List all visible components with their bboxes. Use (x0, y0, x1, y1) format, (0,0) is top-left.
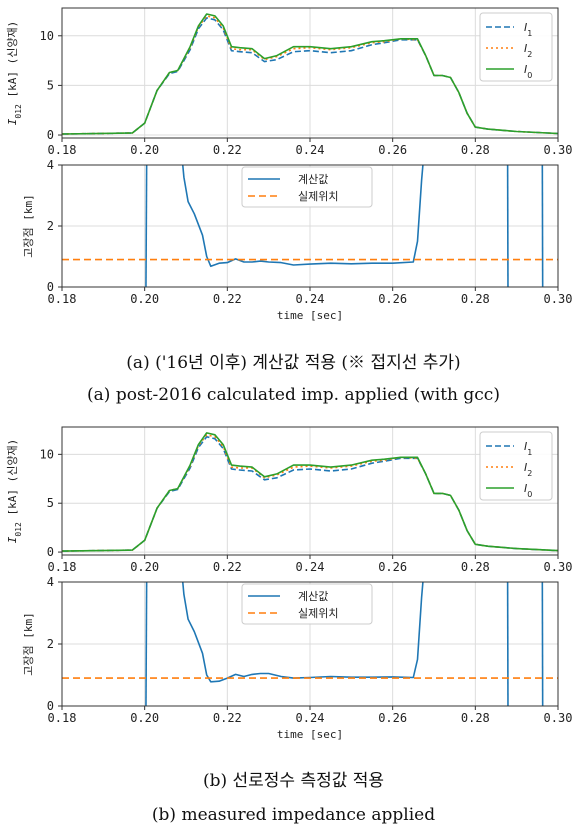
legend-label-I1: I1 (524, 440, 532, 457)
y-tick-label: 5 (47, 78, 54, 92)
x-tick-label: 0.28 (461, 711, 490, 725)
y-axis-label: 고장점 [km] (22, 194, 35, 257)
x-tick-label: 0.18 (48, 560, 77, 574)
x-tick-label: 0.30 (544, 560, 573, 574)
x-tick-label: 0.24 (296, 560, 325, 574)
legend-label-실제위치: 실제위치 (298, 190, 338, 203)
x-tick-label: 0.20 (130, 711, 159, 725)
plot-area (62, 432, 558, 552)
y-tick-label: 0 (47, 699, 54, 713)
x-axis-label: time [sec] (277, 728, 343, 741)
x-tick-label: 0.20 (130, 143, 159, 157)
x-tick-label: 0.22 (213, 143, 242, 157)
legend-label-계산값: 계산값 (298, 590, 328, 603)
legend-label-I0: I0 (524, 482, 532, 499)
plot-area (62, 165, 558, 287)
y-tick-label: 0 (47, 128, 54, 142)
series-line-I0 (62, 432, 558, 552)
y-tick-label: 2 (47, 637, 54, 651)
series-line-계산값 (181, 582, 424, 683)
panel-b-location: 0.18 0.20 0.22 0.24 0.26 0.28 0.30 0 2 4 고장점 [km] t… (22, 575, 573, 741)
legend-box (479, 12, 553, 82)
y-axis-label: 고장점 [km] (22, 612, 35, 675)
legend-box (241, 583, 373, 625)
legend-box (241, 166, 373, 208)
x-tick-label: 0.30 (544, 143, 573, 157)
x-tick-label: 0.18 (48, 143, 77, 157)
x-tick-label: 0.20 (130, 560, 159, 574)
series-line-계산값 (181, 165, 424, 268)
plot-area (62, 582, 558, 706)
x-tick-label: 0.26 (378, 292, 407, 306)
x-tick-label: 0.28 (461, 560, 490, 574)
series-line-I1 (62, 17, 558, 135)
x-tick-label: 0.26 (378, 560, 407, 574)
x-tick-label: 0.22 (213, 560, 242, 574)
x-tick-label: 0.22 (213, 292, 242, 306)
x-tick-label: 0.26 (378, 711, 407, 725)
x-tick-label: 0.28 (461, 292, 490, 306)
x-tick-label: 0.24 (296, 711, 325, 725)
x-tick-label: 0.22 (213, 711, 242, 725)
legend-label-I2: I2 (524, 42, 532, 59)
plot-area (62, 13, 558, 135)
x-tick-label: 0.24 (296, 292, 325, 306)
x-axis-label: time [sec] (277, 309, 343, 322)
y-tick-label: 10 (40, 29, 54, 43)
y-tick-label: 2 (47, 219, 54, 233)
y-axis-label: I012 [kA] (신양재) (6, 21, 23, 125)
x-tick-label: 0.18 (48, 292, 77, 306)
y-tick-label: 0 (47, 545, 54, 559)
x-tick-label: 0.20 (130, 292, 159, 306)
y-tick-label: 5 (47, 496, 54, 510)
x-tick-label: 0.18 (48, 711, 77, 725)
x-tick-label: 0.24 (296, 143, 325, 157)
y-tick-label: 0 (47, 280, 54, 294)
legend-label-실제위치: 실제위치 (298, 607, 338, 620)
axes-frame (61, 426, 559, 556)
caption-a-english: (a) post-2016 calculated imp. applied (w… (87, 385, 500, 405)
caption-a-korean: (a) ('16년 이후) 계산값 적용 (※ 접지선 추가) (126, 353, 461, 373)
legend: I1 I2 I0 (479, 431, 553, 501)
series-line-I2 (62, 433, 558, 552)
series-line-I0 (62, 13, 558, 135)
panel-a-location: 0.18 0.20 0.22 0.24 0.26 0.28 0.30 0 2 4 고장점 [km] t… (22, 158, 573, 322)
axes-frame (61, 581, 559, 707)
axes-frame (61, 7, 559, 139)
series-line-계산값 (145, 582, 148, 706)
y-tick-label: 4 (47, 575, 54, 589)
caption-b-korean: (b) 선로정수 측정값 적용 (202, 771, 385, 791)
caption-b-english: (b) measured impedance applied (151, 805, 436, 825)
legend-label-I1: I1 (524, 21, 532, 38)
x-tick-label: 0.26 (378, 143, 407, 157)
legend-label-계산값: 계산값 (298, 173, 328, 186)
x-tick-label: 0.30 (544, 292, 573, 306)
x-tick-label: 0.30 (544, 711, 573, 725)
y-tick-label: 10 (40, 447, 54, 461)
legend-label-I2: I2 (524, 461, 532, 478)
axes-frame (61, 164, 559, 288)
legend-label-I0: I0 (524, 63, 532, 80)
y-tick-label: 4 (47, 158, 54, 172)
panel-b-current: 0.18 0.20 0.22 0.24 0.26 0.28 0.30 0 5 10 I012 [kA… (6, 426, 573, 574)
panel-a-current: 0.18 0.20 0.22 0.24 0.26 0.28 0.30 0 5 10 I012 [kA… (6, 7, 573, 157)
x-tick-label: 0.28 (461, 143, 490, 157)
series-line-계산값 (145, 165, 148, 287)
legend-box (479, 431, 553, 501)
y-axis-label: I012 [kA] (신양재) (6, 439, 23, 543)
legend: I1 I2 I0 (479, 12, 553, 82)
